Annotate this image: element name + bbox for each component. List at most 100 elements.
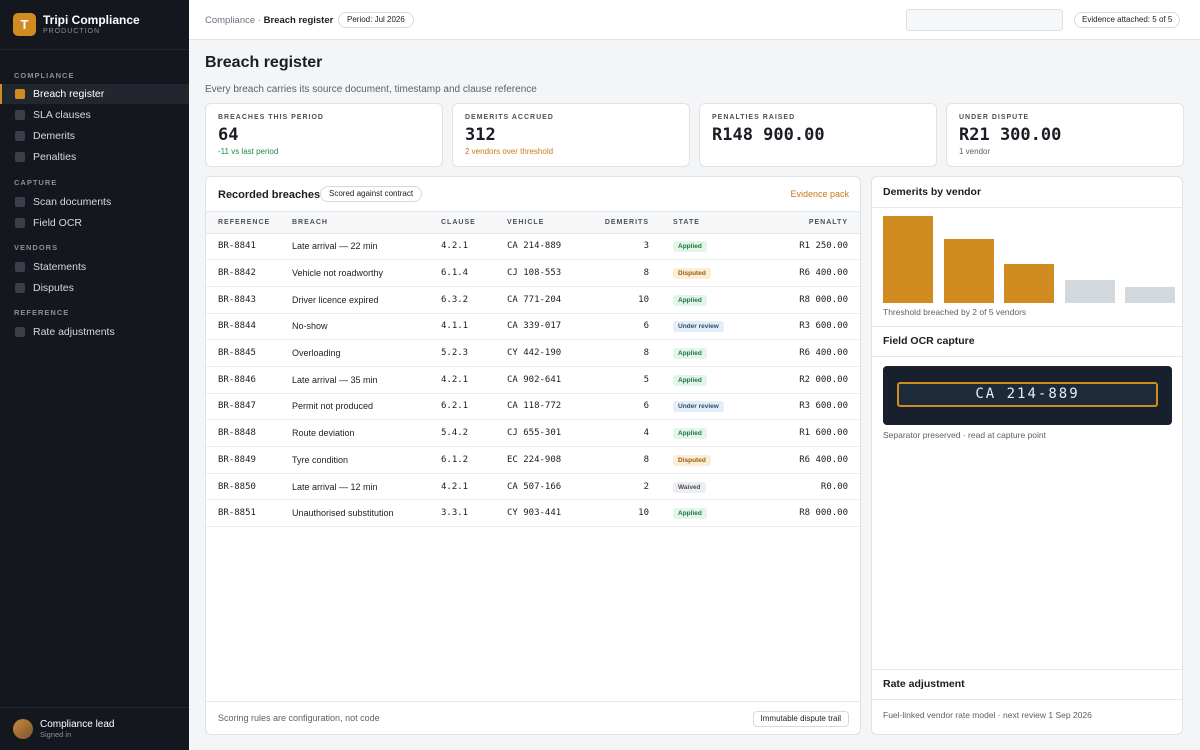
brand-env: PRODUCTION — [43, 27, 101, 35]
sidebar-item-disputes[interactable]: Disputes — [0, 278, 189, 298]
table-row[interactable]: BR-8850 Late arrival — 12 min 4.2.1 CA 507-… — [206, 473, 860, 501]
ocr-capture-image: CA 214-889 — [883, 366, 1172, 425]
col-breach[interactable]: BREACH — [292, 212, 441, 234]
search-input[interactable] — [906, 9, 1063, 31]
cell-clause: 4.2.1 — [441, 366, 507, 394]
breadcrumb: Compliance · Breach register — [205, 15, 333, 26]
col-penalty[interactable]: PENALTY — [754, 212, 860, 234]
cell-demerits: 10 — [595, 286, 653, 314]
status-badge: Disputed — [673, 454, 711, 466]
penalties-icon — [15, 152, 25, 162]
cell-clause: 4.1.1 — [441, 313, 507, 341]
status-badge: Applied — [673, 374, 707, 386]
scan-documents-icon — [15, 197, 25, 207]
cell-state: Under review — [653, 393, 754, 421]
cell-penalty: R2 000.00 — [754, 366, 860, 394]
col-vehicle[interactable]: VEHICLE — [507, 212, 595, 234]
sidebar-item-demerits[interactable]: Demerits — [0, 126, 189, 146]
cell-clause: 4.2.1 — [441, 473, 507, 501]
cell-state: Disputed — [653, 446, 754, 474]
cell-penalty: R3 600.00 — [754, 393, 860, 421]
kpi-label: PENALTIES RAISED — [712, 114, 796, 121]
period-selector[interactable]: Period: Jul 2026 — [338, 12, 414, 28]
cell-state: Disputed — [653, 259, 754, 287]
cell-breach: Late arrival — 12 min — [292, 473, 441, 501]
cell-vehicle: CA 507-166 — [507, 473, 595, 501]
sidebar-item-penalties[interactable]: Penalties — [0, 147, 189, 167]
cell-demerits: 3 — [595, 233, 653, 261]
kpi-value: R21 300.00 — [959, 125, 1062, 145]
col-clause[interactable]: CLAUSE — [441, 212, 507, 234]
cell-clause: 5.4.2 — [441, 419, 507, 447]
cell-vehicle: CA 214-889 — [507, 233, 595, 261]
kpi-label: BREACHES THIS PERIOD — [218, 114, 324, 121]
rate-adjustments-icon — [15, 327, 25, 337]
table-row[interactable]: BR-8845 Overloading 5.2.3 CY 442-190 8 Applie… — [206, 339, 860, 367]
cell-reference: BR-8843 — [206, 286, 292, 314]
table-row[interactable]: BR-8851 Unauthorised substitution 3.3.1 CY … — [206, 499, 860, 528]
dispute-trail-button[interactable]: Immutable dispute trail — [752, 711, 849, 727]
side-panel: Demerits by vendor Threshold breached by… — [871, 176, 1183, 735]
sidebar-item-rate-adjustments[interactable]: Rate adjustments — [0, 322, 189, 342]
kpi-card-breaches: BREACHES THIS PERIOD 64 -11 vs last peri… — [205, 103, 443, 167]
kpi-value: 64 — [218, 125, 239, 145]
sidebar-item-breach-register[interactable]: Breach register — [0, 84, 189, 104]
cell-vehicle: CA 902-641 — [507, 366, 595, 394]
cell-reference: BR-8848 — [206, 419, 292, 447]
cell-reference: BR-8849 — [206, 446, 292, 474]
page-title: Breach register — [205, 54, 323, 71]
cell-penalty: R8 000.00 — [754, 499, 860, 528]
sidebar-item-statements[interactable]: Statements — [0, 257, 189, 277]
sidebar-item-label: SLA clauses — [33, 109, 91, 121]
col-demerits[interactable]: DEMERITS — [595, 212, 653, 234]
user-menu[interactable]: Compliance lead Signed in — [0, 707, 189, 750]
cell-penalty: R8 000.00 — [754, 286, 860, 314]
evidence-status-badge: Evidence attached: 5 of 5 — [1074, 12, 1181, 28]
table-row[interactable]: BR-8844 No-show 4.1.1 CA 339-017 6 Under revi… — [206, 313, 860, 341]
table-row[interactable]: BR-8847 Permit not produced 6.2.1 CA 118-77… — [206, 393, 860, 421]
cell-demerits: 8 — [595, 339, 653, 367]
sidebar-item-scan-documents[interactable]: Scan documents — [0, 192, 189, 212]
cell-reference: BR-8845 — [206, 339, 292, 367]
cell-demerits: 8 — [595, 446, 653, 474]
sidebar-item-label: Penalties — [33, 151, 77, 163]
cell-demerits: 8 — [595, 259, 653, 287]
cell-state: Applied — [653, 286, 754, 314]
cell-penalty: R6 400.00 — [754, 446, 860, 474]
nav-section-vendors: VENDORS — [14, 243, 59, 252]
nav-section-capture: CAPTURE — [14, 178, 58, 187]
table-row[interactable]: BR-8841 Late arrival — 22 min 4.2.1 CA 214-… — [206, 233, 860, 261]
sidebar-item-label: Rate adjustments — [33, 326, 115, 338]
statements-icon — [15, 262, 25, 272]
cell-vehicle: CA 339-017 — [507, 313, 595, 341]
cell-breach: Tyre condition — [292, 446, 441, 474]
table-row[interactable]: BR-8843 Driver licence expired 6.3.2 CA 771… — [206, 286, 860, 314]
cell-penalty: R0.00 — [754, 473, 860, 501]
table-row[interactable]: BR-8849 Tyre condition 6.1.2 EC 224-908 8 Dis… — [206, 446, 860, 474]
cell-state: Applied — [653, 419, 754, 447]
cell-demerits: 5 — [595, 366, 653, 394]
sidebar-item-sla-clauses[interactable]: SLA clauses — [0, 105, 189, 125]
kpi-note: -11 vs last period — [218, 147, 279, 156]
table-row[interactable]: BR-8842 Vehicle not roadworthy 6.1.4 CJ 108… — [206, 259, 860, 287]
cell-breach: Late arrival — 22 min — [292, 233, 441, 261]
cell-demerits: 4 — [595, 419, 653, 447]
col-state[interactable]: STATE — [653, 212, 754, 234]
cell-breach: Overloading — [292, 339, 441, 367]
chart-bar-5 — [1125, 287, 1175, 303]
table-row[interactable]: BR-8846 Late arrival — 35 min 4.2.1 CA 902-… — [206, 366, 860, 394]
sidebar-item-label: Disputes — [33, 282, 74, 294]
status-badge: Waived — [673, 481, 706, 493]
chart-bar-4 — [1064, 280, 1115, 303]
ocr-title: Field OCR capture — [883, 335, 975, 347]
sidebar-item-label: Demerits — [33, 130, 76, 142]
status-badge: Applied — [673, 294, 707, 306]
breadcrumb-root[interactable]: Compliance — [205, 15, 256, 26]
chart-note: Threshold breached by 2 of 5 vendors — [883, 307, 1027, 317]
evidence-pack-link[interactable]: Evidence pack — [790, 189, 849, 199]
cell-demerits: 6 — [595, 393, 653, 421]
sidebar-item-field-ocr[interactable]: Field OCR — [0, 213, 189, 233]
breaches-panel: Recorded breaches Scored against contrac… — [205, 176, 861, 735]
col-reference[interactable]: REFERENCE — [206, 212, 292, 234]
table-row[interactable]: BR-8848 Route deviation 5.4.2 CJ 655-301 4 Ap… — [206, 419, 860, 447]
